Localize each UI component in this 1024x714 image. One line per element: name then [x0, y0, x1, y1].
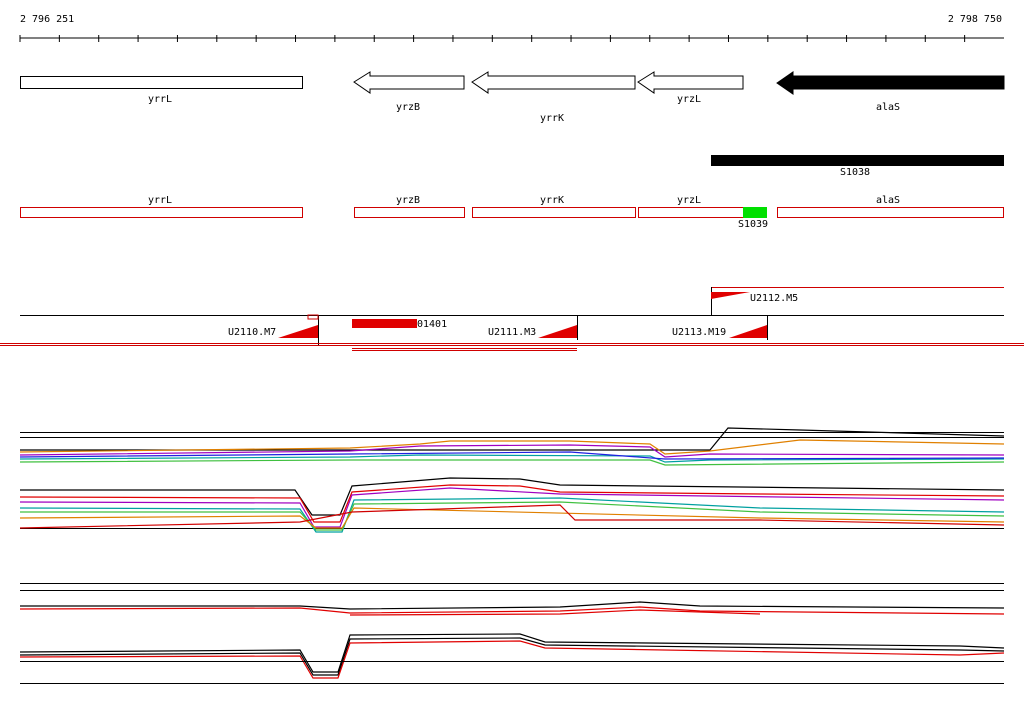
annotation-label: yrzB: [396, 195, 420, 206]
trace: [19, 454, 1005, 463]
segment-box: [743, 207, 767, 218]
ruler-end: 2 798 750: [948, 14, 1002, 25]
gene-arrow: [471, 71, 636, 94]
ruler-ticks: [19, 35, 966, 42]
trace: [19, 504, 1005, 529]
gene-arrow: [776, 71, 1005, 95]
expression-track: [19, 427, 1005, 684]
transcript-triangle: [278, 325, 318, 338]
gene-label: yrzB: [396, 102, 420, 113]
gene-box: [20, 76, 303, 89]
trace: [349, 609, 761, 616]
annotation-label: yrrL: [148, 195, 172, 206]
gene-arrow: [353, 71, 465, 94]
annotation-track: [20, 207, 1004, 218]
transcript-label: 01401: [417, 319, 447, 330]
gene-label: yrrL: [148, 94, 172, 105]
trace: [19, 484, 1005, 523]
trace: [19, 606, 1005, 615]
trace: [19, 507, 1005, 529]
segment-bar: [711, 155, 1004, 166]
annotation-box: [777, 207, 1004, 218]
gene-label: yrzL: [677, 94, 701, 105]
annotation-label: yrzL: [677, 195, 701, 206]
trace: [19, 459, 1005, 466]
transcript-label: U2113.M19: [672, 327, 726, 338]
gene-track: yrrL yrzB yrrK yrzL alaS: [20, 71, 1005, 124]
gene-label: yrrK: [540, 113, 564, 124]
trace: [20, 601, 1005, 610]
transcript-label: U2111.M3: [488, 327, 536, 338]
transcript-triangle: [538, 325, 577, 338]
annotation-box: [20, 207, 303, 218]
annotation-label: alaS: [876, 195, 900, 206]
segment-label: S1039: [738, 219, 768, 230]
trace: [19, 439, 1005, 455]
trace: [20, 427, 1005, 451]
segment-label: S1038: [840, 167, 870, 178]
annotation-label: yrrK: [540, 195, 564, 206]
annotation-box: [638, 207, 744, 218]
transcript-triangle: [711, 292, 750, 299]
trace: [19, 487, 1005, 528]
trace: [19, 444, 1005, 458]
ruler: 2 796 251 2 798 750: [19, 14, 1004, 42]
annotation-box: [354, 207, 465, 218]
ruler-start: 2 796 251: [20, 14, 74, 25]
transcript-label: U2110.M7: [228, 327, 276, 338]
trace: [19, 640, 1005, 679]
transcript-box: [307, 314, 319, 320]
transcript-label: U2112.M5: [750, 293, 798, 304]
gene-label: alaS: [876, 102, 900, 113]
transcript-bar: [352, 319, 417, 328]
trace: [19, 637, 1005, 676]
transcript-triangle: [729, 325, 767, 338]
annotation-box: [472, 207, 636, 218]
trace: [19, 633, 1005, 673]
transcript-track: U2112.M5 U2110.M7 01401 U2111.M3 U2113.M…: [0, 287, 1024, 351]
trace: [19, 451, 1005, 460]
gene-arrow: [637, 71, 744, 94]
